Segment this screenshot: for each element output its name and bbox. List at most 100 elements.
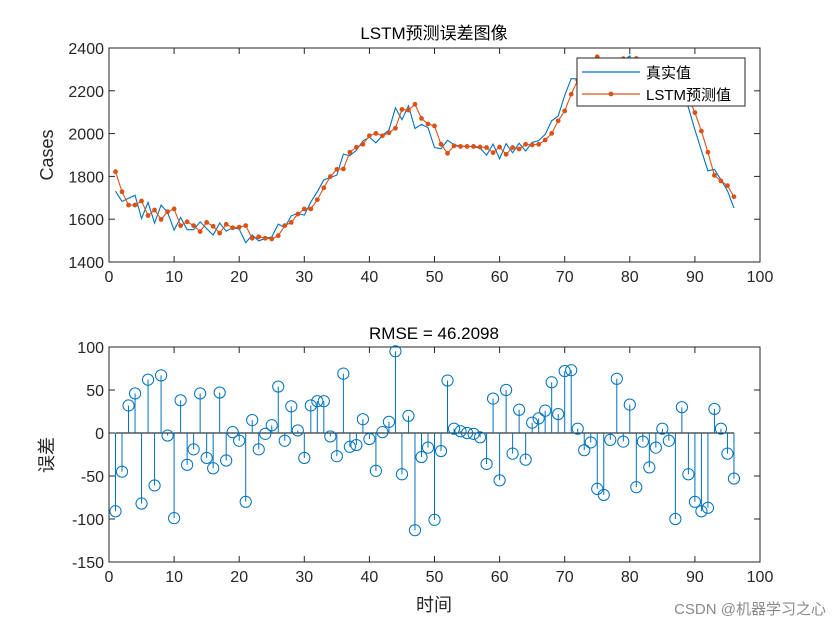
lstm-prediction-point: [178, 223, 184, 229]
lstm-prediction-point: [139, 198, 144, 204]
error-stem-marker: [447, 422, 461, 435]
error-stem-marker: [669, 512, 682, 526]
lstm-prediction-point: [549, 130, 555, 136]
lstm-prediction-point: [158, 217, 164, 222]
lstm-prediction-point: [712, 172, 717, 178]
lstm-prediction-point: [295, 211, 301, 217]
lstm-prediction-point: [217, 230, 223, 236]
bottom-x-tick-label: 100: [747, 569, 774, 586]
error-stem-marker: [246, 414, 259, 427]
top-y-tick-label: 1600: [68, 212, 104, 229]
error-stem-marker: [441, 374, 454, 387]
bottom-y-tick-label: -50: [81, 469, 104, 486]
error-stem-marker: [213, 386, 226, 399]
bottom-x-tick-label: 40: [361, 569, 379, 586]
error-stem-marker: [285, 400, 298, 413]
lstm-prediction-point: [510, 145, 516, 150]
top-y-tick-label: 2200: [68, 84, 104, 101]
top-axes-box: [108, 47, 761, 263]
error-stem-marker: [636, 435, 649, 448]
error-stem-marker: [675, 401, 688, 414]
lstm-prediction-point: [445, 150, 450, 156]
lstm-prediction-point: [497, 144, 502, 150]
lstm-prediction-point: [197, 229, 203, 235]
lstm-prediction-point: [184, 219, 190, 225]
error-stem-marker: [350, 438, 363, 452]
error-stem-marker: [727, 472, 741, 485]
bottom-y-tick-label: -150: [72, 555, 104, 572]
top-x-tick-label: 0: [105, 269, 114, 286]
bottom-x-tick-label: 10: [165, 569, 183, 586]
lstm-prediction-point: [425, 121, 431, 127]
lstm-prediction-point: [562, 108, 568, 114]
lstm-prediction-point: [249, 235, 255, 241]
error-stem-marker: [115, 465, 129, 478]
bottom-y-tick-label: -100: [72, 512, 104, 529]
error-stem-marker: [643, 461, 656, 474]
error-stem-marker: [161, 429, 174, 442]
error-stem-marker: [493, 474, 506, 487]
error-stem-marker: [122, 399, 135, 412]
error-stem-marker: [298, 451, 311, 465]
lstm-prediction-point: [191, 223, 197, 229]
error-stem-marker: [688, 495, 702, 508]
lstm-prediction-point: [113, 169, 118, 175]
lstm-prediction-point: [568, 91, 574, 97]
error-stem-marker: [356, 413, 369, 426]
error-stem-marker: [695, 505, 708, 518]
lstm-prediction-point: [432, 123, 437, 129]
bottom-x-tick-label: 70: [556, 569, 574, 586]
error-stem-marker: [578, 444, 591, 457]
bottom-y-tick-label: 50: [86, 383, 104, 400]
error-stem-marker: [389, 345, 402, 358]
lstm-prediction-point: [230, 225, 236, 231]
error-stem-marker: [408, 524, 422, 537]
lstm-prediction-point: [516, 146, 522, 152]
error-stem-marker: [630, 481, 643, 494]
error-stem-marker: [109, 505, 122, 518]
bottom-x-axis-label: 时间: [416, 595, 452, 615]
error-stem-marker: [610, 372, 623, 385]
error-stem-marker: [428, 513, 441, 526]
error-stem-marker: [656, 422, 669, 435]
top-y-tick-label: 1800: [68, 169, 104, 186]
error-stem-marker: [135, 497, 148, 510]
error-stem-marker: [526, 416, 539, 429]
error-stem-marker: [187, 443, 200, 456]
error-stem-marker: [291, 424, 304, 437]
error-stem-marker: [272, 380, 285, 393]
error-stem-marker: [701, 501, 715, 514]
lstm-prediction-point: [380, 133, 385, 139]
bottom-x-tick-label: 50: [426, 569, 444, 586]
top-x-tick-label: 40: [361, 269, 379, 286]
lstm-prediction-point: [275, 233, 281, 239]
error-stem-marker: [584, 436, 597, 449]
legend: 真实值 LSTM预测值: [576, 57, 746, 107]
error-stem-marker: [265, 419, 278, 432]
error-stem-marker: [513, 403, 526, 416]
lstm-prediction-point: [321, 185, 327, 191]
lstm-prediction-point: [503, 151, 509, 157]
lstm-prediction-point: [262, 235, 268, 241]
lstm-prediction-point: [347, 149, 353, 155]
lstm-prediction-point: [367, 133, 372, 139]
bottom-x-tick-label: 90: [686, 569, 704, 586]
lstm-prediction-point: [256, 234, 262, 240]
lstm-prediction-point: [223, 221, 229, 227]
top-x-tick-label: 60: [491, 269, 509, 286]
error-stem-marker: [382, 415, 396, 428]
top-x-tick-label: 50: [426, 269, 444, 286]
top-y-axis-label: Cases: [37, 129, 57, 180]
lstm-prediction-point: [490, 150, 496, 156]
error-stem-marker: [207, 462, 220, 475]
error-stem-marker: [682, 468, 695, 481]
error-stem-marker: [194, 387, 207, 400]
error-stem-marker: [311, 395, 324, 408]
lstm-prediction-point: [282, 223, 288, 229]
error-stem-marker: [343, 440, 356, 453]
error-stem-marker: [597, 488, 610, 502]
top-x-tick-label: 20: [230, 269, 248, 286]
lstm-prediction-point: [327, 174, 333, 180]
error-stem-marker: [532, 412, 545, 425]
top-x-tick-label: 80: [621, 269, 639, 286]
